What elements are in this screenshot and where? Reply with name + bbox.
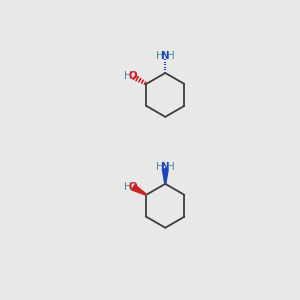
- Text: H: H: [124, 71, 132, 81]
- Polygon shape: [132, 185, 146, 195]
- Text: N: N: [161, 161, 170, 172]
- Text: H: H: [156, 51, 164, 61]
- Text: O: O: [129, 71, 138, 81]
- Text: O: O: [129, 182, 138, 192]
- Text: H: H: [124, 182, 132, 192]
- Polygon shape: [162, 169, 168, 184]
- Text: N: N: [161, 51, 170, 61]
- Text: H: H: [167, 51, 174, 61]
- Text: H: H: [167, 161, 174, 172]
- Text: H: H: [156, 161, 164, 172]
